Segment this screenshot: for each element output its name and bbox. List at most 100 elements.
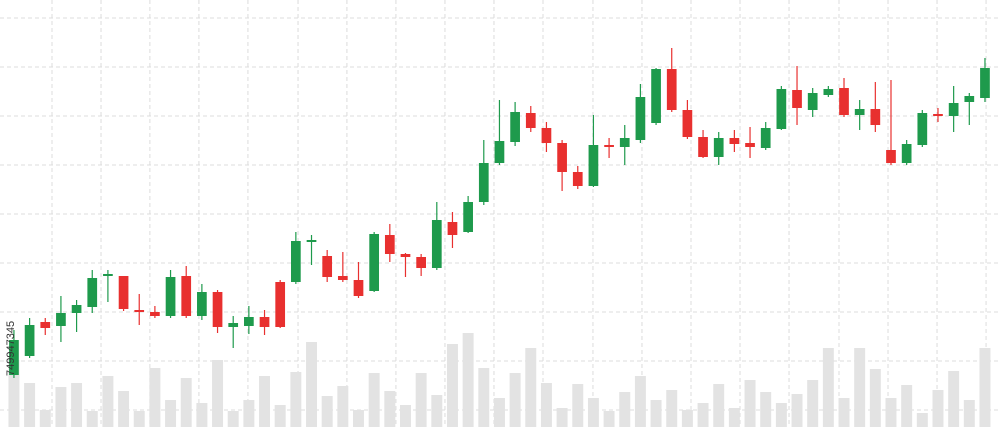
candle-body [870, 109, 881, 125]
candle-body [823, 89, 834, 95]
volume-bar [180, 378, 192, 427]
candle-body [384, 235, 395, 254]
candle-body [886, 150, 896, 163]
candle-body [729, 138, 740, 144]
candle-body [525, 113, 536, 128]
candle-body [619, 138, 630, 147]
candle-body [103, 274, 113, 276]
volume-bar [400, 405, 411, 427]
candle-body [478, 163, 489, 202]
volume-bar [165, 400, 177, 427]
volume-bar [901, 385, 913, 427]
volume-bar [384, 391, 396, 427]
volume-bar [196, 403, 208, 427]
volume-bar [713, 384, 725, 427]
volume-bar [572, 384, 584, 427]
candle-body [369, 234, 380, 291]
candle-body [275, 282, 286, 327]
candles [9, 48, 990, 378]
candle-body [212, 292, 223, 327]
volume-bar [290, 372, 302, 427]
volume-bar [885, 398, 897, 427]
volume-bar [8, 360, 20, 427]
volume-bar [102, 376, 114, 427]
candle-body [431, 220, 442, 268]
candle-body [510, 112, 520, 142]
candle-body [244, 317, 254, 326]
volume [8, 333, 991, 427]
watermark: 749947345 [5, 321, 17, 376]
volume-bar [760, 392, 772, 427]
volume-bar [650, 400, 662, 427]
volume-bar [932, 390, 944, 427]
volume-bar [509, 373, 521, 427]
volume-bar [24, 383, 36, 427]
candle-body [259, 317, 270, 327]
candle-body [666, 69, 677, 110]
volume-bar [854, 348, 866, 427]
volume-bar [634, 376, 646, 427]
volume-bar [838, 398, 850, 427]
candle-body [776, 89, 787, 129]
candle-body [463, 202, 473, 232]
candle-body [150, 312, 160, 316]
candle-body [306, 240, 317, 242]
candle-body [87, 278, 98, 307]
volume-bar [807, 380, 819, 427]
volume-bar [603, 411, 615, 427]
candle-body [745, 143, 755, 147]
candle-body [792, 90, 802, 108]
candle-body [197, 292, 207, 316]
candle-body [713, 138, 724, 157]
volume-bar [728, 408, 740, 427]
candle-body [980, 68, 990, 98]
candle-body [134, 310, 145, 312]
candle-body [839, 88, 849, 115]
volume-bar [478, 368, 490, 427]
candle-body [165, 277, 176, 316]
candle-body [933, 114, 943, 116]
candle-body [337, 276, 348, 280]
candle-body [494, 141, 505, 163]
candle-body [760, 128, 771, 148]
candle-body [400, 254, 411, 257]
volume-bar [493, 398, 505, 427]
volume-bar [415, 373, 427, 427]
candle-body [604, 145, 614, 147]
volume-bar [321, 396, 333, 427]
volume-bar [55, 387, 67, 427]
candle-body [118, 276, 129, 309]
candle-body [948, 103, 959, 116]
volume-bar [212, 360, 224, 427]
candle-body [40, 322, 51, 328]
candle-body [682, 110, 693, 137]
volume-bar [431, 395, 443, 427]
volume-bar [525, 348, 537, 427]
candle-body [541, 128, 552, 143]
volume-bar [353, 410, 364, 427]
volume-bar [916, 413, 928, 427]
candle-body [71, 305, 82, 313]
candle-body [228, 323, 239, 327]
volume-bar [446, 344, 458, 427]
volume-bar [540, 383, 552, 427]
candle-body [24, 325, 35, 356]
candle-body [698, 137, 708, 157]
volume-bar [118, 391, 130, 427]
candle-body [635, 97, 646, 140]
volume-bar [666, 390, 678, 427]
volume-bar [337, 386, 349, 427]
volume-bar [368, 373, 380, 427]
candle-body [651, 69, 661, 123]
volume-bar [948, 371, 960, 427]
volume-bar [869, 369, 881, 427]
volume-bar [243, 400, 255, 427]
volume-bar [274, 405, 286, 427]
volume-bar [822, 348, 834, 427]
candle-body [557, 143, 567, 172]
volume-bar [556, 408, 568, 427]
volume-bar [979, 348, 991, 427]
candle-body [322, 256, 333, 277]
